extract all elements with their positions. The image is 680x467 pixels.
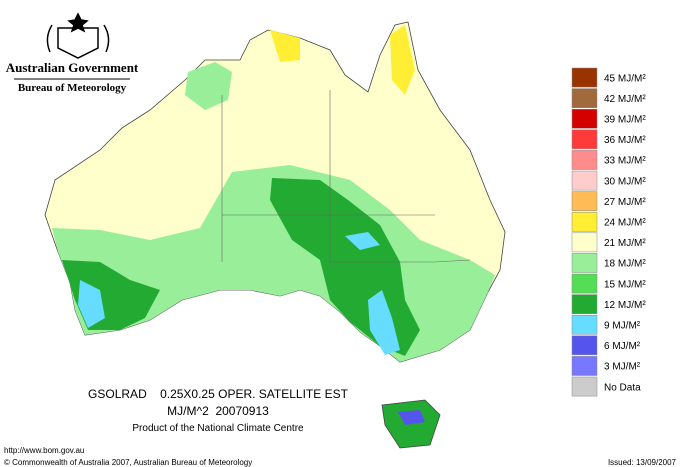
legend-swatch	[571, 67, 598, 88]
legend-swatch	[571, 356, 598, 376]
legend-label: 42 MJ/M²	[604, 94, 646, 105]
legend-swatch	[571, 129, 598, 150]
australia	[44, 21, 506, 449]
caption-line: MJ/M^2 20070913	[167, 404, 269, 418]
legend-swatch	[571, 232, 598, 253]
legend-label: 36 MJ/M²	[604, 135, 646, 146]
legend-label: No Data	[604, 382, 641, 393]
legend-label: 6 MJ/M²	[604, 341, 641, 352]
legend-swatch	[571, 335, 598, 356]
legend-swatch	[571, 191, 598, 211]
legend-label: 18 MJ/M²	[604, 259, 646, 270]
legend-swatch	[571, 376, 598, 397]
legend-label: 27 MJ/M²	[604, 197, 646, 208]
legend-label: 3 MJ/M²	[604, 362, 641, 373]
legend-swatch	[571, 108, 598, 129]
legend-label: 21 MJ/M²	[604, 238, 646, 249]
legend-label: 39 MJ/M²	[604, 115, 646, 126]
legend-label: 15 MJ/M²	[604, 279, 646, 290]
legend-swatch	[571, 170, 598, 191]
legend-swatch	[571, 88, 598, 108]
caption-line: Product of the National Climate Centre	[132, 423, 304, 434]
legend-label: 9 MJ/M²	[604, 321, 641, 332]
legend-label: 12 MJ/M²	[604, 300, 646, 311]
legend-label: 33 MJ/M²	[604, 156, 646, 167]
legend-label: 30 MJ/M²	[604, 176, 646, 187]
footer-copyright: © Commonwealth of Australia 2007, Austra…	[4, 458, 252, 467]
legend-swatch	[571, 273, 598, 294]
legend-swatch	[571, 150, 598, 170]
legend-swatch	[571, 314, 598, 335]
legend-swatch	[571, 253, 598, 273]
header-subtitle: Bureau of Meteorology	[18, 82, 127, 94]
legend: 45 MJ/M² 42 MJ/M² 39 MJ/M² 36 MJ/M² 33 MJ/M²…	[571, 67, 646, 397]
crest	[46, 12, 110, 59]
footer-issued: Issued: 13/09/2007	[608, 458, 677, 467]
footer-url: http://www.bom.gov.au	[4, 446, 84, 455]
legend-label: 45 MJ/M²	[604, 73, 646, 84]
legend-swatch	[571, 211, 598, 232]
caption-line: GSOLRAD 0.25X0.25 OPER. SATELLITE EST	[88, 387, 349, 401]
legend-label: 24 MJ/M²	[604, 218, 646, 229]
header-title: Australian Government	[6, 60, 139, 75]
legend-swatch	[571, 294, 598, 314]
